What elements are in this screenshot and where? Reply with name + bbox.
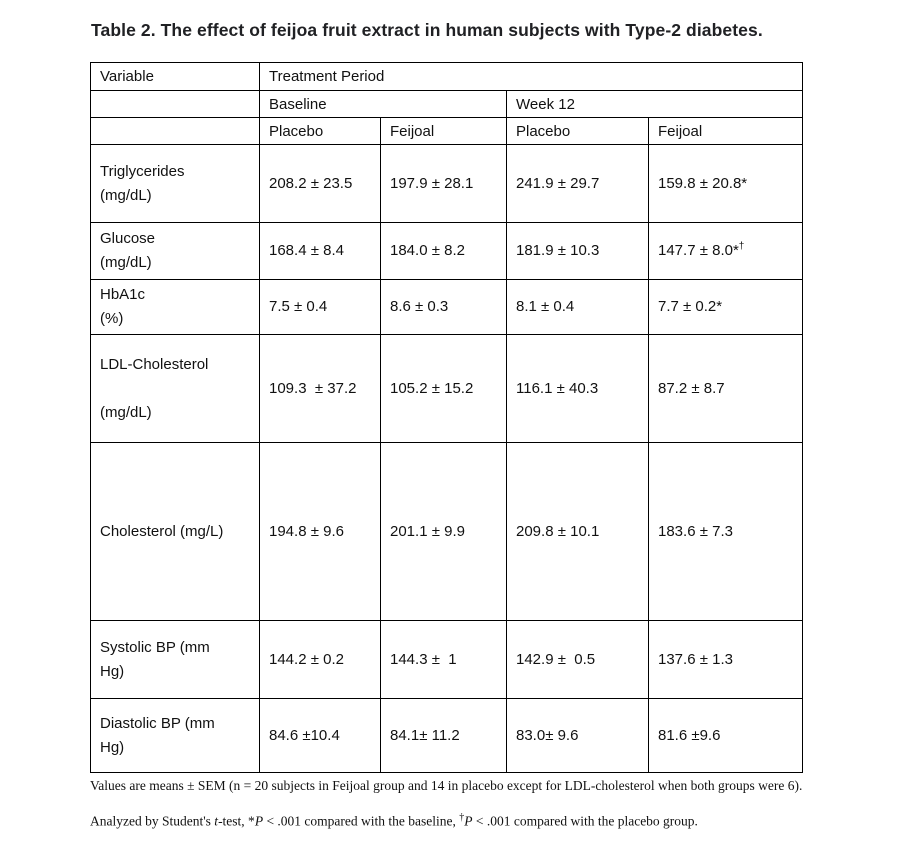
value-cell: 159.8 ± 20.8* [647, 144, 804, 223]
value-cell: 7.7 ± 0.2* [647, 279, 804, 335]
empty-cell [90, 117, 260, 145]
footnote-values: Values are means ± SEM (n = 20 subjects … [90, 778, 803, 793]
row-label: LDL-Cholesterol (mg/dL) [90, 334, 260, 443]
value-cell: 144.3 ± 1 [380, 620, 507, 699]
value-cell: 241.9 ± 29.7 [506, 144, 649, 223]
value-cell: 147.7 ± 8.0*† [647, 222, 804, 280]
value-cell: 84.6 ±10.4 [259, 698, 381, 773]
value-cell: 83.0± 9.6 [506, 698, 649, 773]
footnote-text: < .001 compared with the baseline, [263, 813, 460, 829]
value-cell: 209.8 ± 10.1 [506, 442, 649, 621]
week12-placebo-header: Placebo [506, 117, 649, 145]
value-cell: 194.8 ± 9.6 [259, 442, 381, 621]
value-cell: 184.0 ± 8.2 [380, 222, 507, 280]
footnote-text: -test, * [218, 813, 255, 829]
variable-column-header: Variable [90, 62, 260, 91]
value-cell: 7.5 ± 0.4 [259, 279, 381, 335]
week12-period-header: Week 12 [505, 90, 804, 118]
value-cell: 168.4 ± 8.4 [259, 222, 381, 280]
value-cell: 142.9 ± 0.5 [506, 620, 649, 699]
treatment-period-header: Treatment Period [258, 62, 804, 91]
value-cell: 8.1 ± 0.4 [506, 279, 649, 335]
header-row-top: Variable Treatment Period [90, 62, 804, 91]
value-cell: 109.3 ± 37.2 [259, 334, 381, 443]
row-cholesterol: Cholesterol (mg/L) 194.8 ± 9.6 201.1 ± 9… [90, 442, 804, 621]
row-label: Cholesterol (mg/L) [90, 442, 260, 621]
row-label: Diastolic BP (mm Hg) [90, 698, 260, 773]
row-hba1c: HbA1c (%) 7.5 ± 0.4 8.6 ± 0.3 8.1 ± 0.4 … [90, 279, 804, 335]
row-label: Triglycerides (mg/dL) [90, 144, 260, 223]
value-cell: 137.6 ± 1.3 [647, 620, 804, 699]
dagger-marker: † [459, 812, 465, 823]
table-title: Table 2. The effect of feijoa fruit extr… [91, 20, 763, 40]
value-cell: 144.2 ± 0.2 [259, 620, 381, 699]
footnote-text: Analyzed by Student's [90, 813, 215, 829]
value-cell: 116.1 ± 40.3 [506, 334, 649, 443]
footnote-italic-p: P [464, 813, 473, 829]
baseline-feijoal-header: Feijoal [380, 117, 507, 145]
value-text: 147.7 ± 8.0* [658, 242, 739, 259]
footnote-italic-p: P [254, 813, 264, 829]
week12-feijoal-header: Feijoal [647, 117, 804, 145]
header-row-groups: Placebo Feijoal Placebo Feijoal [90, 117, 804, 145]
row-label: HbA1c (%) [90, 279, 260, 335]
header-row-periods: Baseline Week 12 [90, 90, 804, 118]
value-cell: 201.1 ± 9.9 [380, 442, 507, 621]
row-label: Systolic BP (mm Hg) [90, 620, 260, 699]
value-cell: 105.2 ± 15.2 [380, 334, 507, 443]
value-cell: 183.6 ± 7.3 [647, 442, 804, 621]
footnote-italic-t: t [214, 813, 219, 829]
value-cell: 87.2 ± 8.7 [647, 334, 804, 443]
results-table: Variable Treatment Period Baseline Week … [90, 62, 804, 773]
value-cell: 84.1± 11.2 [380, 698, 507, 773]
value-cell: 181.9 ± 10.3 [506, 222, 649, 280]
value-cell: 197.9 ± 28.1 [380, 144, 507, 223]
row-systolic-bp: Systolic BP (mm Hg) 144.2 ± 0.2 144.3 ± … [90, 620, 804, 699]
row-glucose: Glucose (mg/dL) 168.4 ± 8.4 184.0 ± 8.2 … [90, 222, 804, 280]
row-diastolic-bp: Diastolic BP (mm Hg) 84.6 ±10.4 84.1± 11… [90, 698, 804, 773]
footnote-text: < .001 compared with the placebo group. [472, 813, 698, 829]
value-cell: 208.2 ± 23.5 [259, 144, 381, 223]
row-ldl-cholesterol: LDL-Cholesterol (mg/dL) 109.3 ± 37.2 105… [90, 334, 804, 443]
empty-cell [90, 90, 260, 118]
baseline-period-header: Baseline [259, 90, 507, 118]
row-triglycerides: Triglycerides (mg/dL) 208.2 ± 23.5 197.9… [90, 144, 804, 223]
dagger-marker: † [738, 241, 745, 252]
footnote-analysis: Analyzed by Student's t-test, *P < .001 … [90, 810, 900, 830]
baseline-placebo-header: Placebo [259, 117, 381, 145]
value-cell: 8.6 ± 0.3 [380, 279, 507, 335]
row-label: Glucose (mg/dL) [90, 222, 260, 280]
value-cell: 81.6 ±9.6 [647, 698, 804, 773]
table-footnotes: Values are means ± SEM (n = 20 subjects … [90, 778, 900, 830]
